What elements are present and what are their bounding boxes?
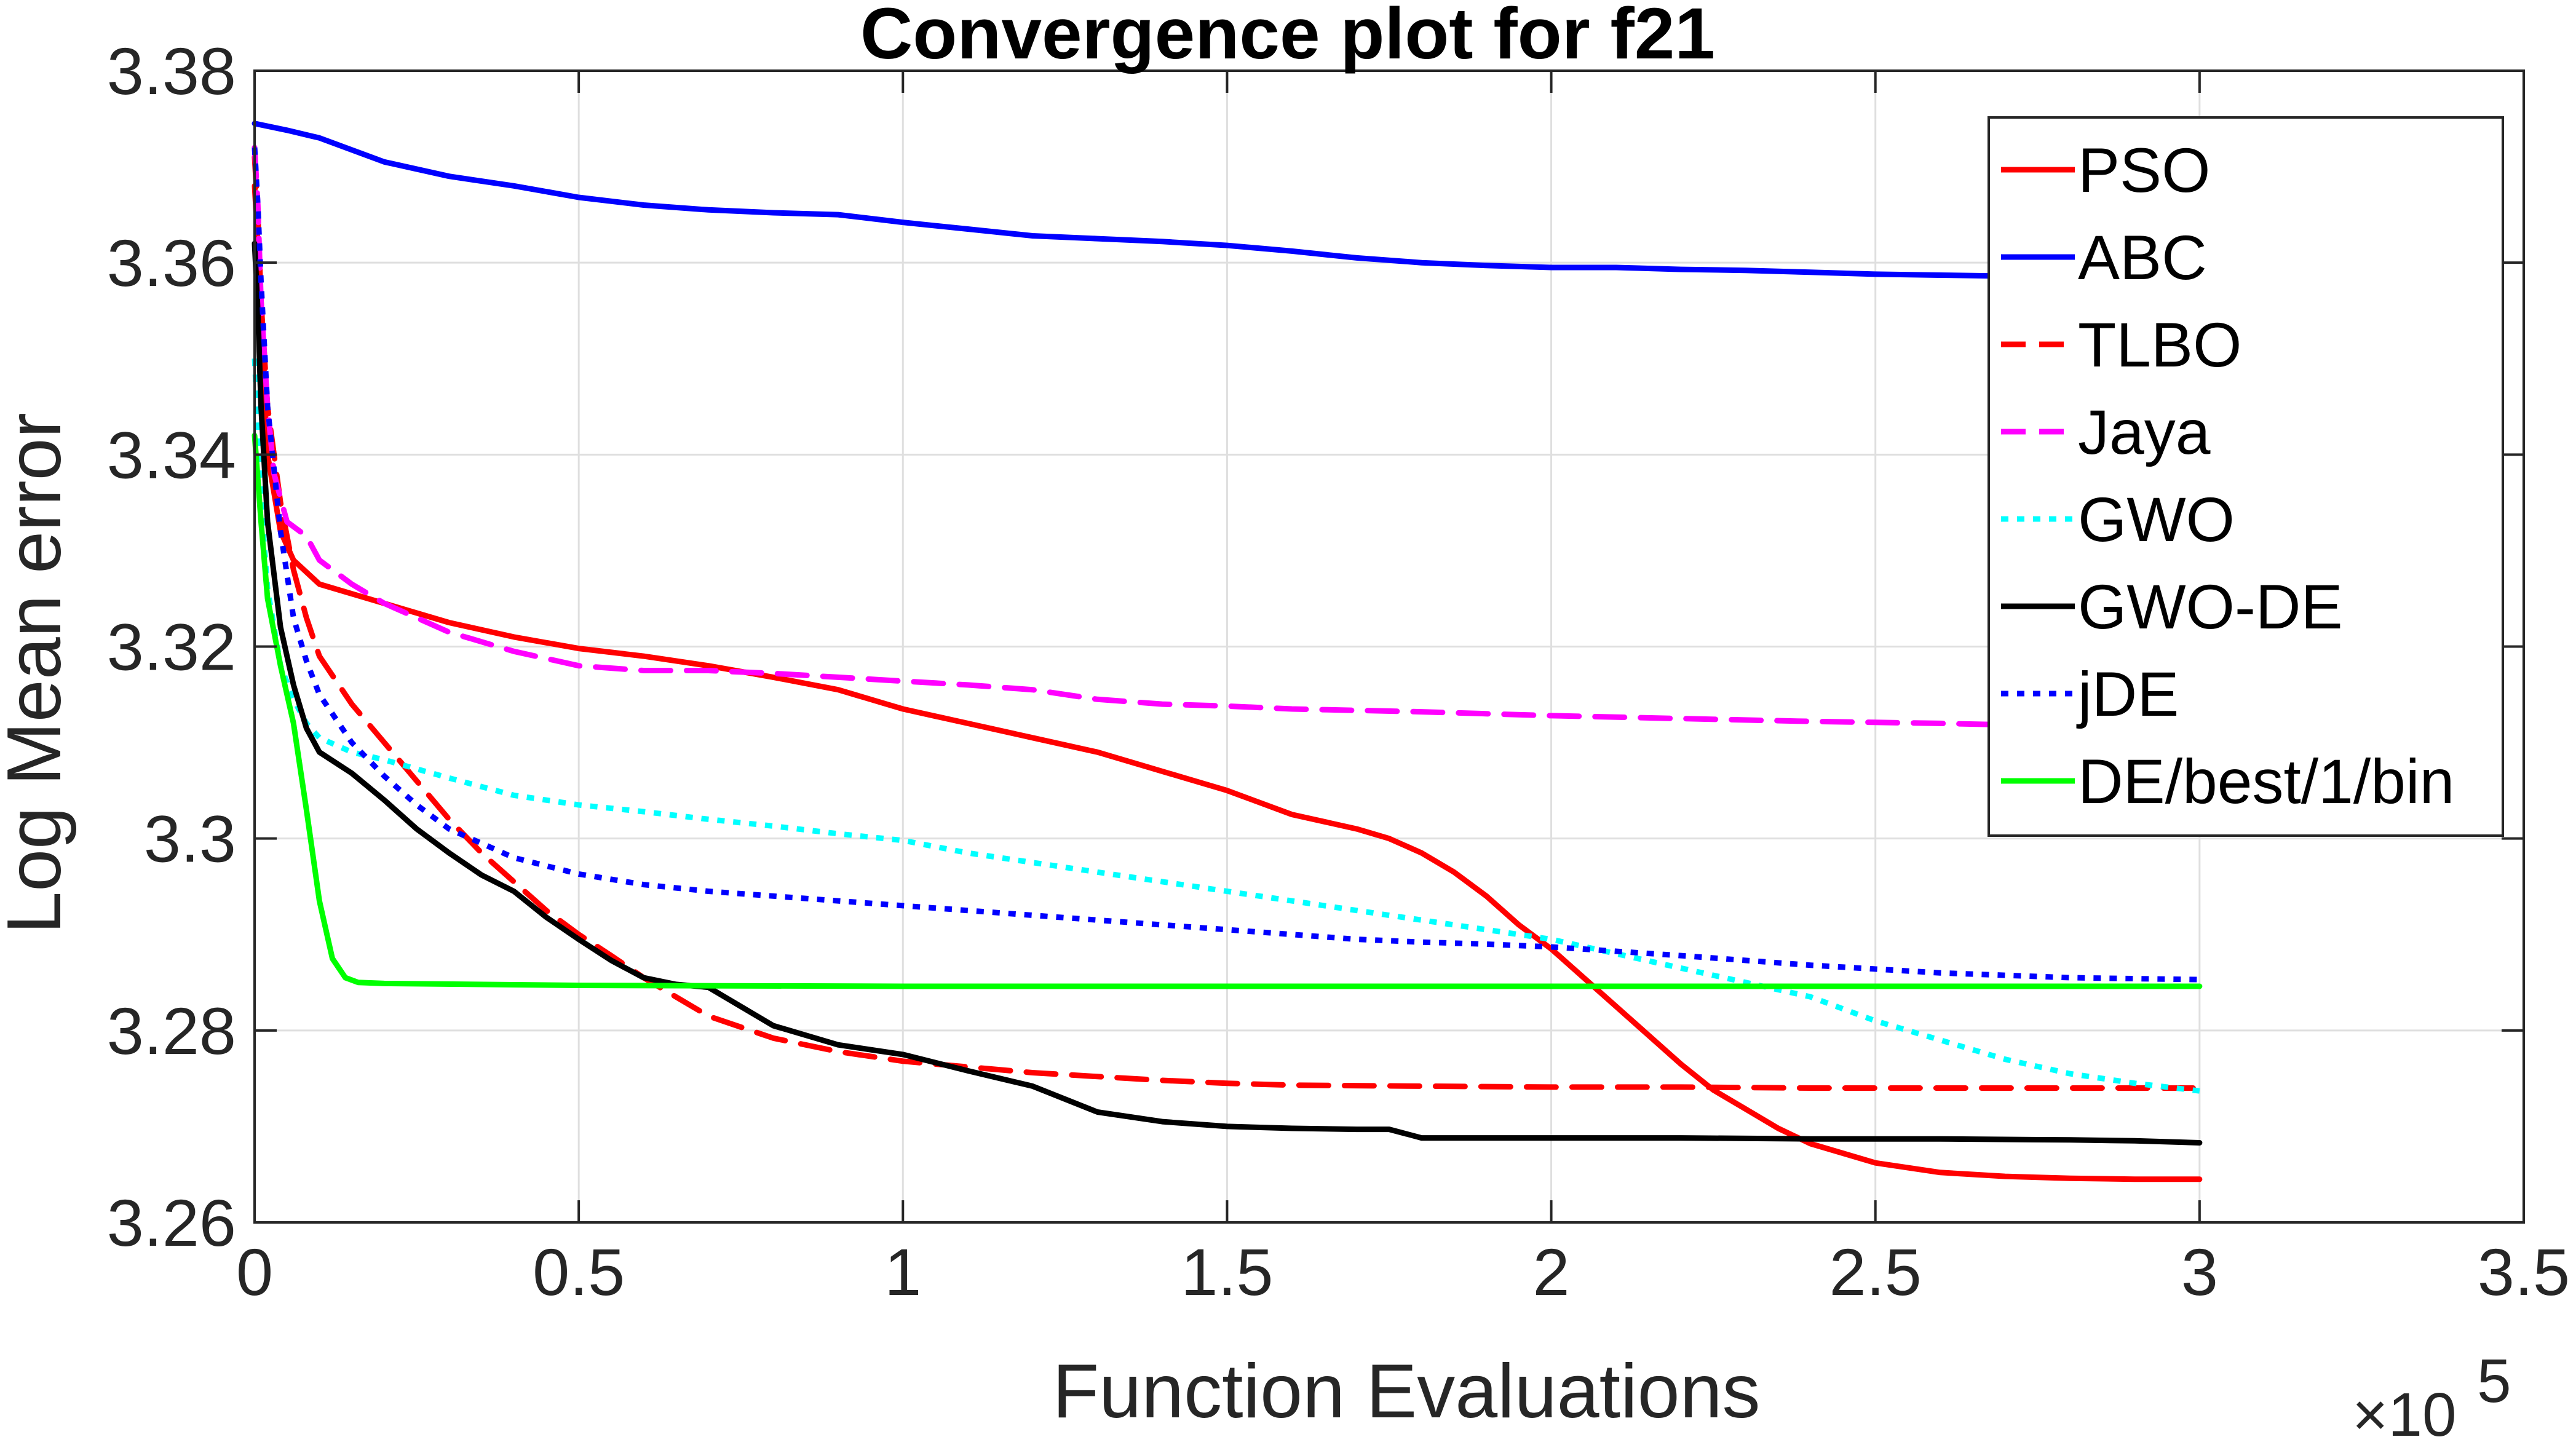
legend-item: Jaya (2001, 397, 2211, 467)
legend-item: GWO-DE (2001, 572, 2343, 642)
x-tick-label: 1.5 (1181, 1235, 1273, 1309)
y-tick-label: 3.36 (107, 226, 236, 300)
x-tick-label: 3 (2181, 1235, 2218, 1309)
legend: PSO ABC TLBO Jaya GWO GWO-DE jDE DE/best/1/bin (1987, 116, 2504, 837)
legend-label: DE/best/1/bin (2078, 746, 2454, 817)
legend-label: GWO (2078, 485, 2235, 555)
x-axis-label: Function Evaluations (1052, 1349, 1760, 1434)
series-lines (252, 121, 2203, 1182)
legend-item: DE/best/1/bin (2001, 746, 2454, 817)
legend-label: Jaya (2078, 397, 2211, 467)
y-tick-label: 3.3 (144, 802, 236, 876)
series-line-jaya (252, 144, 2203, 731)
legend-item: PSO (2001, 135, 2210, 205)
y-tick-label: 3.34 (107, 418, 236, 492)
x-exponent-label: ×10 5 (2352, 1347, 2511, 1445)
y-axis-label: Log Mean error (0, 413, 77, 934)
y-tick-label: 3.32 (107, 610, 236, 684)
legend-item: jDE (2001, 659, 2179, 729)
x-tick-label: 0 (236, 1235, 273, 1309)
legend-item: TLBO (2001, 310, 2241, 380)
legend-label: ABC (2078, 223, 2207, 293)
series-line-abc (252, 121, 2203, 282)
chart-title: Convergence plot for f21 (860, 0, 1715, 74)
legend-label: TLBO (2078, 310, 2241, 380)
legend-label: PSO (2078, 135, 2210, 205)
series-line-de-best-1-bin (252, 432, 2203, 989)
x-tick-label: 1 (884, 1235, 921, 1309)
x-exponent-power: 5 (2477, 1347, 2511, 1415)
legend-box (1987, 116, 2504, 837)
x-tick-label: 2 (1533, 1235, 1570, 1309)
legend-item: GWO (2001, 485, 2235, 555)
y-tick-label: 3.38 (107, 34, 236, 108)
x-tick-label: 3.5 (2478, 1235, 2570, 1309)
y-tick-label: 3.28 (107, 994, 236, 1068)
legend-label: jDE (2076, 659, 2179, 729)
x-tick-label: 2.5 (1829, 1235, 1922, 1309)
y-tick-label: 3.26 (107, 1186, 236, 1260)
x-tick-label: 0.5 (533, 1235, 625, 1309)
axes: 0 0.5 1 1.5 2 2.5 3 3.5 3.26 3.28 3.3 3.32 3.34 3.36 3… (107, 34, 2570, 1309)
series-line-jde (252, 147, 2200, 983)
legend-item: ABC (2001, 223, 2207, 293)
legend-label: GWO-DE (2078, 572, 2343, 642)
x-exponent-base: ×10 (2352, 1380, 2457, 1442)
